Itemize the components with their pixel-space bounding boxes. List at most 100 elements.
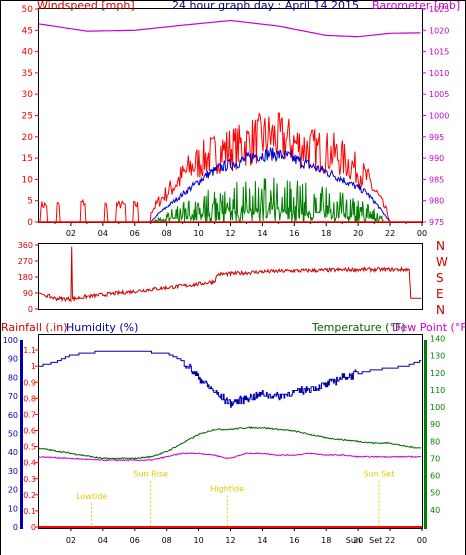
tide-sun-markers: Lowtide Sun Rise Hightide Sun Set Sun Set: [76, 470, 394, 545]
wind-tick-label: 45: [22, 26, 33, 36]
barometer-tick-label: 975: [429, 218, 444, 227]
wind-tick-label: 40: [22, 48, 34, 58]
rain-tick-label: 0.1: [23, 507, 36, 516]
wind-tick-label: 20: [22, 133, 34, 143]
weather-x-tick-label: 06: [130, 536, 140, 545]
temperature-tick-label: 80: [430, 437, 440, 446]
rain-tick-label: 0.2: [23, 491, 36, 500]
rain-tick-label: 1.1: [23, 346, 36, 355]
temperature-label: Temperature (°F): [311, 321, 406, 334]
temperature-tick-label: 130: [430, 352, 445, 361]
barometer-tick-label: 995: [429, 133, 444, 142]
weather-x-tick-label: 10: [193, 536, 203, 545]
rain-tick-label: 0.4: [23, 459, 36, 468]
weather-x-tick-label: 04: [98, 536, 108, 545]
rain-tick-label: 0.7: [23, 410, 36, 419]
temperature-tick-label: 50: [430, 489, 440, 498]
weather-x-ticks: 02 04 06 08 10 12 14 16 18 20 22 00: [66, 527, 427, 545]
wind-tick-label: 25: [22, 112, 33, 122]
humidity-tick-label: 50: [8, 430, 18, 439]
temperature-tick-label: 140: [430, 335, 445, 344]
dewpoint-series: [38, 452, 422, 462]
rain-tick-label: 0.9: [23, 378, 36, 387]
rain-tick-label: 1: [31, 362, 36, 371]
weather-x-tick-label: 00: [417, 536, 427, 545]
wind-tick-label: 5: [27, 197, 33, 207]
wind-x-tick-label: 14: [257, 229, 267, 238]
marker-label: Hightide: [210, 484, 244, 493]
temperature-series: [38, 426, 422, 460]
wind-plot: [38, 19, 422, 224]
barometer-tick-label: 1025: [429, 5, 449, 14]
humidity-axis-ticks: 0 10 20 30 40 50 60 70 80 90 100: [3, 336, 18, 532]
weather-x-tick-label: 18: [321, 536, 331, 545]
humidity-tick-label: 30: [8, 467, 18, 476]
barometer-tick-label: 985: [429, 175, 444, 184]
barometer-right-label: Barometer [mb]: [372, 0, 460, 12]
wind-x-tick-label: 06: [130, 229, 140, 238]
wind-tick-label: 35: [22, 69, 33, 79]
wind-x-tick-label: 04: [98, 229, 108, 238]
wind-average-series: [150, 146, 390, 223]
humidity-tick-label: 100: [3, 336, 18, 345]
sunset-axis-label: Sun: [346, 536, 361, 545]
barometer-tick-label: 1010: [429, 69, 449, 78]
humidity-series: [39, 350, 422, 408]
rainfall-label: Rainfall (.in): [1, 321, 68, 334]
temperature-tick-label: 110: [430, 386, 445, 395]
temperature-tick-label: 120: [430, 369, 445, 378]
temperature-tick-label: 100: [430, 403, 445, 412]
wind-axis-ticks: 0 5 10 15 20 25 30 35 40 45 50: [22, 5, 39, 228]
weather-x-tick-label: 02: [66, 536, 76, 545]
wind-tick-label: 0: [27, 218, 33, 228]
wind-x-tick-label: 02: [66, 229, 76, 238]
weather-x-tick-label: 14: [257, 536, 267, 545]
weather-x-tick-label: 08: [162, 536, 172, 545]
compass-label: S: [436, 271, 444, 285]
barometer-line: [38, 19, 421, 38]
marker-label: Sun Rise: [133, 470, 168, 479]
weather-x-tick-label: 16: [289, 536, 299, 545]
barometer-tick-label: 980: [429, 197, 444, 206]
compass-label: E: [436, 287, 444, 301]
dewpoint-label: Dew Point (°F): [392, 321, 466, 334]
chart-title: 24 hour graph day : April 14 2015: [172, 0, 359, 12]
wind-tick-label: 15: [22, 154, 33, 164]
wind-x-tick-label: 22: [385, 229, 395, 238]
direction-degree-ticks: 360 270 180 90 0: [18, 241, 39, 314]
wind-tick-label: 10: [22, 175, 34, 185]
wind-tick-label: 30: [22, 90, 34, 100]
wind-tick-label: 50: [22, 5, 34, 15]
barometer-tick-label: 1000: [429, 112, 449, 121]
rain-tick-label: 0.6: [23, 427, 36, 436]
temperature-tick-label: 90: [430, 420, 440, 429]
wind-x-tick-label: 16: [289, 229, 299, 238]
rain-tick-label: 0.3: [23, 475, 36, 484]
marker-label: Lowtide: [76, 492, 107, 501]
wind-left-label: Windspeed [mph]: [37, 0, 135, 12]
rain-tick-label: 0.5: [23, 443, 36, 452]
wind-x-tick-label: 00: [417, 229, 427, 238]
wind-x-tick-label: 10: [193, 229, 203, 238]
humidity-label: Humidity (%): [66, 321, 138, 334]
barometer-axis-ticks: 975 980 985 990 995 1000 1005 1010 1015 1020 1025: [422, 5, 449, 227]
humidity-tick-label: 80: [8, 373, 18, 382]
sunset-axis-label: Set: [369, 536, 382, 545]
temperature-tick-label: 40: [430, 506, 440, 515]
barometer-tick-label: 1020: [429, 26, 449, 35]
direction-tick-label: 270: [18, 257, 33, 266]
barometer-tick-label: 1005: [429, 90, 449, 99]
weather-x-tick-label: 22: [385, 536, 395, 545]
wind-x-tick-label: 20: [353, 229, 363, 238]
wind-direction-series: [38, 246, 422, 303]
humidity-tick-label: 60: [8, 411, 18, 420]
barometer-tick-label: 1015: [429, 48, 449, 57]
temperature-tick-label: 70: [430, 454, 440, 463]
weather-x-tick-label: 20: [353, 536, 363, 545]
wind-speed-series: [153, 177, 384, 224]
wind-x-ticks: 02 04 06 08 10 12 14 16 18 20 22 00: [54, 222, 427, 238]
humidity-tick-label: 70: [8, 392, 18, 401]
